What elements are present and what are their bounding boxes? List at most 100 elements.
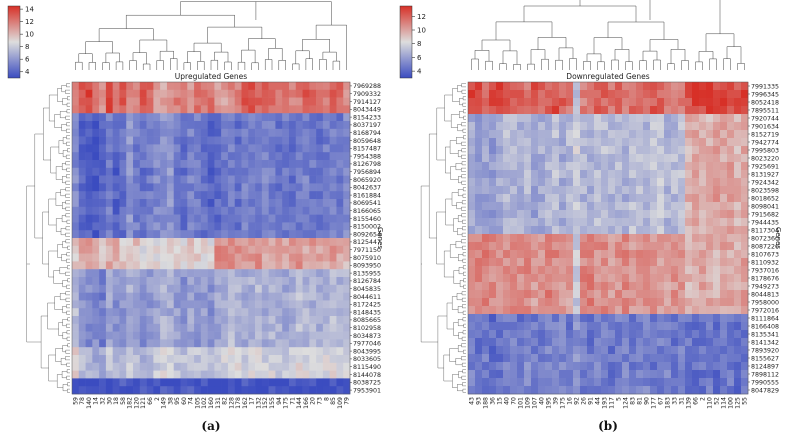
heatmap-cell [657,362,665,371]
heatmap-cell [85,308,93,317]
heatmap-cell [573,314,581,323]
heatmap-cell [248,121,256,130]
heatmap-cell [727,322,735,331]
heatmap-cell [706,242,714,251]
heatmap-cell [622,282,630,291]
heatmap-cell [503,170,511,179]
heatmap-cell [538,346,546,355]
row-label: 8044611 [353,294,381,301]
dendrogram-branch [62,332,67,339]
heatmap-cell [214,300,222,309]
column-label: 14 [93,397,100,405]
heatmap-cell [503,314,511,323]
heatmap-cell [295,323,303,332]
heatmap-cell [288,362,297,371]
heatmap-cell [72,355,80,364]
heatmap-cell [180,136,188,145]
heatmap-cell [268,300,276,309]
heatmap-cell [552,274,560,283]
heatmap-cell [496,106,504,115]
heatmap-cell [664,234,672,243]
heatmap-cell [146,183,154,192]
heatmap-cell [489,130,497,139]
heatmap-cell [180,261,188,270]
heatmap-cell [316,378,324,387]
heatmap-cell [566,338,574,347]
heatmap-cell [545,354,553,363]
heatmap-cell [288,292,297,301]
row-label: 7898112 [751,371,779,378]
dendrogram-branch [53,270,63,284]
heatmap-cell [295,82,303,91]
heatmap-cell [336,355,344,364]
heatmap-cell [119,284,127,293]
dendrogram-branch [463,135,466,140]
heatmap-cell [119,355,127,364]
heatmap-cell [566,274,574,283]
heatmap-cell [524,234,532,243]
heatmap-cell [112,292,120,301]
heatmap-cell [489,362,497,371]
column-label: 182 [127,397,134,409]
heatmap-cell [601,338,609,347]
row-label: 7909332 [353,91,381,98]
heatmap-cell [214,175,222,184]
column-label: 66 [147,397,154,405]
heatmap-cell [173,277,181,286]
heatmap-cell [594,354,602,363]
heatmap-cell [166,167,175,176]
heatmap-cell [112,105,120,114]
heatmap-cell [503,178,511,187]
heatmap-cell [720,194,728,203]
heatmap-cell [664,346,672,355]
heatmap-cell [573,274,581,283]
heatmap-cell [587,218,595,227]
heatmap-cell [214,167,222,176]
heatmap-cell [489,330,497,339]
heatmap-cell [594,90,602,99]
heatmap-cell [734,330,742,339]
heatmap-cell [336,191,344,200]
heatmap-cell [734,386,742,395]
heatmap-cell [482,258,490,267]
heatmap-cell [657,242,665,251]
heatmap-cell [559,298,567,307]
heatmap-cell [720,362,728,371]
heatmap-cell [489,354,497,363]
heatmap-cell [78,152,86,161]
heatmap-cell [99,370,107,379]
heatmap-cell [573,202,581,211]
heatmap-cell [166,230,175,239]
heatmap-cell [608,98,616,107]
heatmap-cell [650,234,658,243]
heatmap-cell [538,178,546,187]
heatmap-cell [482,282,490,291]
heatmap-cell [692,298,700,307]
heatmap-cell [261,245,269,254]
heatmap-cell [336,292,344,301]
heatmap-cell [566,346,574,355]
heatmap-cell [699,82,707,91]
heatmap-cell [112,167,120,176]
heatmap-cell [629,178,637,187]
heatmap-cell [552,122,560,131]
heatmap-cell [545,386,553,395]
heatmap-cell [214,206,222,215]
heatmap-cell [524,242,532,251]
heatmap-cell [664,154,672,163]
heatmap-cell [566,314,574,323]
heatmap-cell [545,274,553,283]
heatmap-cell [99,121,107,130]
row-label: 8178676 [751,275,779,282]
heatmap-cell [160,378,168,387]
heatmap-cell [173,152,181,161]
heatmap-cell [221,308,229,317]
heatmap-cell [489,210,497,219]
heatmap-cell [85,300,93,309]
heatmap-cell [187,277,195,286]
heatmap-cell [248,378,256,387]
heatmap-cell [343,386,351,395]
heatmap-cell [99,230,107,239]
heatmap-cell [295,136,303,145]
dendrogram-branch [462,304,466,309]
